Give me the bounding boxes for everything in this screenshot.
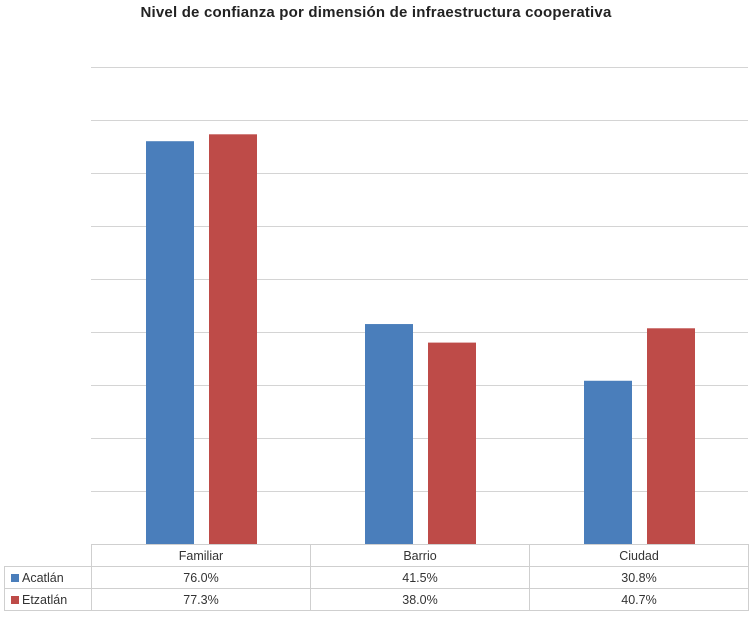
category-label-ciudad: Ciudad: [529, 544, 749, 567]
legend-swatch-acatlan: [11, 573, 19, 582]
series-row-etzatlan: Etzatlán 77.3% 38.0% 40.7%: [4, 588, 749, 611]
bar-acatlan-ciudad: [584, 380, 632, 544]
bar-etzatlan-barrio: [428, 342, 476, 544]
table-corner: [4, 544, 92, 567]
bar-acatlan-barrio: [365, 324, 413, 544]
category-label-familiar: Familiar: [91, 544, 311, 567]
bar-acatlan-familiar: [146, 141, 194, 544]
bars: [146, 134, 695, 544]
legend-label-acatlan: Acatlán: [22, 570, 64, 585]
data-label-acatlan-barrio: 41.5%: [310, 566, 530, 589]
data-label-etzatlan-barrio: 38.0%: [310, 588, 530, 611]
data-label-acatlan-familiar: 76.0%: [91, 566, 311, 589]
category-row: Familiar Barrio Ciudad: [4, 544, 749, 567]
data-table: Familiar Barrio Ciudad Acatlán 76.0% 41.…: [4, 544, 749, 611]
data-label-etzatlan-familiar: 77.3%: [91, 588, 311, 611]
bar-etzatlan-ciudad: [647, 328, 695, 544]
chart-title: Nivel de confianza por dimensión de infr…: [140, 4, 612, 21]
category-label-barrio: Barrio: [310, 544, 530, 567]
legend-label-etzatlan: Etzatlán: [22, 592, 68, 607]
gridlines: [91, 67, 748, 492]
legend-entry-etzatlan: Etzatlán: [4, 588, 92, 611]
legend-entry-acatlan: Acatlán: [4, 566, 92, 589]
data-label-acatlan-ciudad: 30.8%: [529, 566, 749, 589]
series-row-acatlan: Acatlán 76.0% 41.5% 30.8%: [4, 566, 749, 589]
data-label-etzatlan-ciudad: 40.7%: [529, 588, 749, 611]
legend-swatch-etzatlan: [11, 595, 19, 604]
bar-chart-plot: [91, 67, 748, 544]
bar-etzatlan-familiar: [209, 134, 257, 544]
